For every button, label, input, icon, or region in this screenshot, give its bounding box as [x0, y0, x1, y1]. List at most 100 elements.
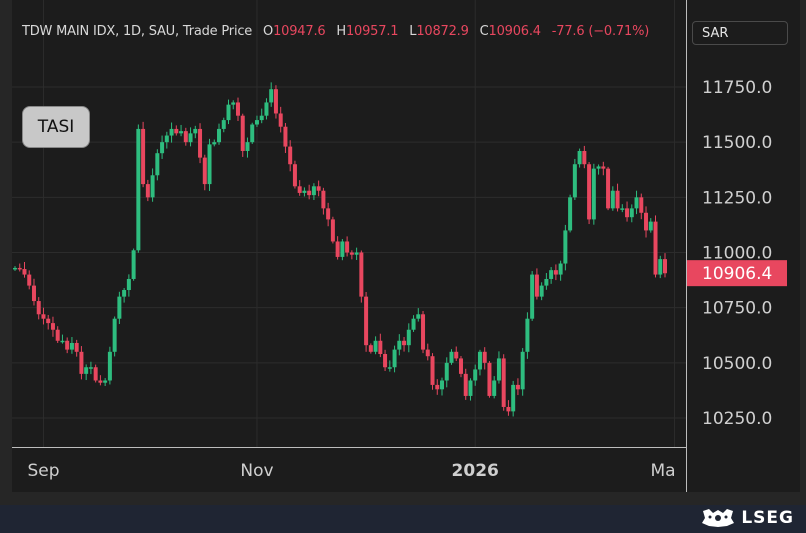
candle-down [292, 164, 297, 187]
candle-down [368, 345, 373, 352]
candle-up [591, 168, 596, 220]
candle-up [60, 340, 65, 343]
candle-up [231, 102, 236, 105]
candle-down [41, 314, 46, 319]
candle-down [183, 131, 188, 143]
time-tick-label: Nov [240, 461, 273, 481]
candle-down [307, 190, 312, 196]
price-tick-label: 11750.0 [702, 78, 772, 98]
candle-down [326, 208, 331, 220]
candle-up [658, 259, 663, 275]
candle-up [440, 380, 445, 390]
candle-up [250, 124, 255, 143]
candle-down [98, 380, 103, 383]
left-margin [0, 0, 12, 505]
candle-down [501, 358, 506, 407]
high-key: H [336, 24, 346, 39]
candle-down [515, 384, 520, 390]
candle-down [50, 323, 55, 330]
crest-icon [702, 509, 735, 527]
candle-up [568, 197, 573, 231]
low-key: L [409, 24, 417, 39]
candle-up [245, 142, 250, 151]
candle-up [340, 241, 345, 257]
candle-down [644, 212, 649, 231]
candle-up [411, 318, 416, 330]
candle-up [530, 274, 535, 319]
candle-up [207, 144, 212, 185]
candle-down [345, 241, 350, 253]
price-tick-label: 10500.0 [702, 354, 772, 374]
price-tick-label: 10250.0 [702, 409, 772, 429]
currency-selector[interactable]: SAR [692, 21, 788, 45]
lseg-logo: LSEG [701, 508, 794, 528]
candle-down [653, 221, 658, 275]
candle-down [506, 406, 511, 412]
candle-up [648, 221, 653, 231]
candle-up [188, 133, 193, 143]
candle-down [582, 150, 587, 165]
index-badge[interactable]: TASI [22, 106, 90, 148]
candle-up [269, 89, 274, 103]
candlestick-chart[interactable]: 11750.0 11500.0 11250.0 11000.0 10750.0 10500… [0, 0, 806, 505]
time-tick-label: Ma [650, 461, 675, 481]
candle-up [539, 285, 544, 297]
candle-down [606, 168, 611, 209]
time-tick-label: Sep [27, 461, 59, 481]
candle-down [553, 270, 558, 275]
candle-down [454, 351, 459, 359]
candle-up [468, 380, 473, 396]
candle-up [563, 230, 568, 264]
candle-up [629, 208, 634, 218]
candle-down [17, 267, 22, 270]
candle-down [141, 128, 146, 185]
candle-up [117, 296, 122, 319]
price-tick-label: 10750.0 [702, 299, 772, 319]
candle-down [639, 197, 644, 213]
candle-up [620, 208, 625, 210]
close-key: C [479, 24, 489, 39]
candle-down [202, 157, 207, 185]
candle-down [625, 208, 630, 218]
candle-up [254, 120, 259, 125]
candle-up [511, 384, 516, 412]
candle-up [69, 342, 74, 350]
candle-down [349, 252, 354, 255]
candle-up [150, 175, 155, 198]
candle-down [31, 285, 36, 302]
candle-down [435, 384, 440, 390]
candle-up [477, 351, 482, 370]
candle-down [615, 190, 620, 209]
candle-up [449, 351, 454, 363]
candle-down [79, 351, 84, 374]
candle-down [330, 219, 335, 242]
candle-up [164, 135, 169, 143]
candle-down [402, 340, 407, 346]
candle-down [22, 269, 27, 275]
candle-up [179, 131, 184, 134]
candle-up [416, 314, 421, 319]
candle-down [487, 362, 492, 396]
candle-down [425, 349, 430, 357]
candle-down [359, 252, 364, 297]
candle-down [458, 358, 463, 374]
last-price-tag [687, 260, 787, 287]
candle-up [610, 190, 615, 209]
candle-up [577, 150, 582, 165]
candle-down [273, 89, 278, 114]
last-price-label: 10906.4 [702, 264, 772, 284]
candle-down [46, 318, 51, 324]
candle-up [221, 120, 226, 129]
candle-down [74, 342, 79, 352]
low-value: 10872.9 [416, 24, 469, 39]
candle-down [321, 190, 326, 209]
candle-up [122, 290, 127, 297]
high-value: 10957.1 [345, 24, 399, 39]
candle-down [335, 241, 340, 257]
candle-up [525, 318, 530, 352]
candle-up [259, 115, 264, 121]
candle-up [193, 128, 198, 134]
candle-up [387, 367, 392, 369]
candle-up [311, 186, 316, 196]
candle-down [378, 340, 383, 355]
